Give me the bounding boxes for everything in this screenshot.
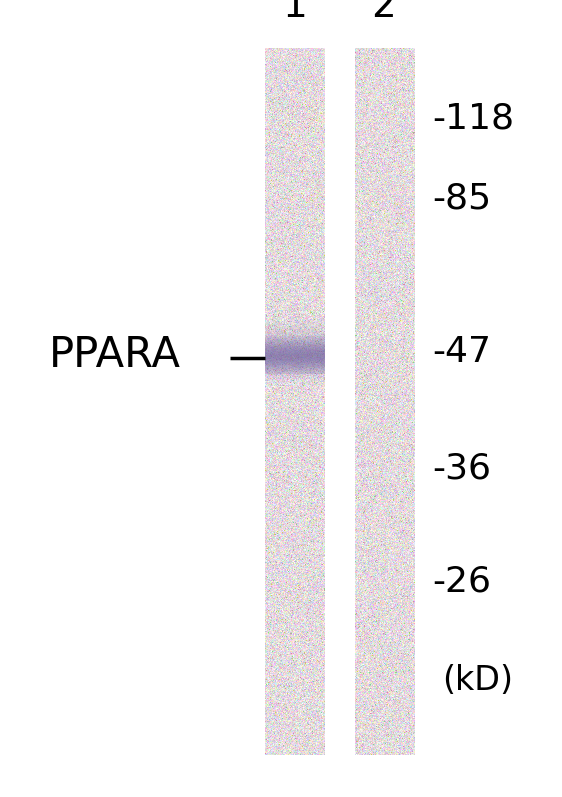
Text: -26: -26 <box>432 565 491 599</box>
Text: -85: -85 <box>432 181 491 215</box>
Text: 2: 2 <box>371 0 396 25</box>
Text: -47: -47 <box>432 335 491 369</box>
Text: (kD): (kD) <box>442 663 513 697</box>
Text: -118: -118 <box>432 101 514 135</box>
Text: 1: 1 <box>283 0 307 25</box>
Text: PPARA: PPARA <box>49 334 181 376</box>
Text: -36: -36 <box>432 451 491 485</box>
